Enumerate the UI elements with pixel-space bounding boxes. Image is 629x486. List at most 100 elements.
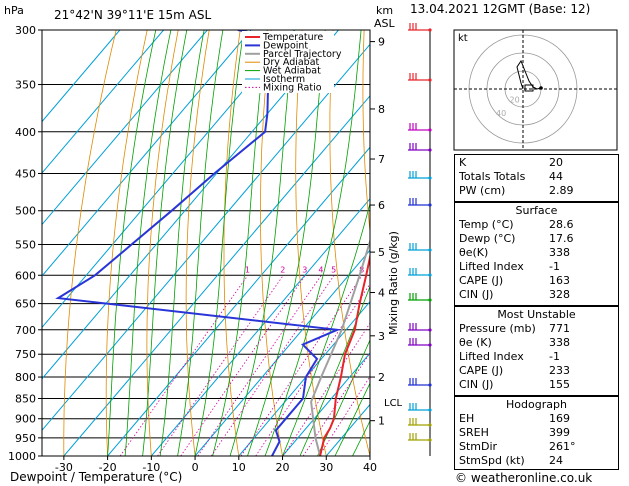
most-unstable-box: Most Unstable Pressure (mb) 771 θe (K) 338… bbox=[454, 306, 619, 396]
isotherm-line bbox=[42, 30, 252, 277]
indices-box: K 20 Totals Totals 44 PW (cm) 2.89 bbox=[454, 154, 619, 202]
footer-copyright: © weatheronline.co.uk bbox=[455, 471, 593, 485]
wind-barb-dot bbox=[428, 273, 432, 277]
hodo-row: SREH 399 bbox=[459, 426, 570, 439]
hodograph-ring-label: 40 bbox=[496, 109, 506, 118]
wet-adiabat-line bbox=[177, 30, 224, 456]
wind-barb-dot bbox=[428, 328, 432, 332]
km-tick-label: 3 bbox=[378, 330, 385, 343]
mixing-ratio-line bbox=[157, 275, 284, 456]
dry-adiabat-line bbox=[362, 30, 370, 236]
hodograph-frame bbox=[453, 29, 618, 151]
dry-adiabat-line bbox=[146, 30, 179, 456]
temperature-tick-label: 20 bbox=[276, 461, 290, 474]
wind-barb-dot bbox=[428, 298, 432, 302]
most-unstable-title: Most Unstable bbox=[497, 308, 576, 321]
pressure-tick-label: 600 bbox=[15, 269, 36, 282]
x-axis-title: Dewpoint / Temperature (°C) bbox=[10, 470, 183, 484]
temperature-tick-label: 0 bbox=[192, 461, 199, 474]
temperature-line bbox=[319, 252, 370, 456]
mixing-ratio-label: 3 bbox=[302, 265, 307, 274]
asl-label: ASL bbox=[374, 17, 395, 30]
isotherm-line bbox=[42, 30, 164, 174]
dry-adiabat-line bbox=[295, 30, 327, 456]
hodograph-unit-label: kt bbox=[458, 33, 468, 44]
wet-adiabat-line bbox=[317, 339, 370, 456]
mu-row: Pressure (mb) 771 bbox=[459, 322, 570, 335]
legend-label: Isotherm bbox=[263, 74, 305, 85]
pressure-tick-label: 650 bbox=[15, 298, 36, 311]
mixing-ratio-label: 2 bbox=[280, 265, 285, 274]
isotherm-line bbox=[42, 43, 370, 432]
chart-title-right: 13.04.2021 12GMT (Base: 12) bbox=[410, 2, 591, 16]
pressure-tick-label: 900 bbox=[15, 413, 36, 426]
km-tick-label: 9 bbox=[378, 36, 385, 49]
hodograph: kt 20 40 bbox=[453, 29, 618, 151]
pressure-tick-label: 950 bbox=[15, 432, 36, 445]
lcl-label: LCL bbox=[384, 398, 403, 409]
pressure-tick-label: 350 bbox=[15, 79, 36, 92]
mixing-ratio-line bbox=[210, 275, 335, 456]
index-row: K 20 bbox=[459, 156, 563, 169]
temperature-tick-label: -20 bbox=[99, 461, 117, 474]
wind-barb-dot bbox=[428, 148, 432, 152]
wind-barb-dot bbox=[428, 383, 432, 387]
surface-row: θe(K) 338 bbox=[459, 246, 570, 259]
km-tick-label: 6 bbox=[378, 199, 385, 212]
mixing-ratio-line bbox=[197, 275, 322, 456]
mixing-ratio-line bbox=[282, 322, 370, 456]
mixing-ratio-label: 15 bbox=[399, 265, 409, 274]
dry-adiabat-line bbox=[105, 30, 148, 456]
wet-adiabat-line bbox=[334, 382, 370, 456]
mixing-ratio-label: 1 bbox=[245, 265, 250, 274]
wet-adiabat-line bbox=[107, 30, 157, 456]
wind-barb-dot bbox=[428, 423, 432, 427]
surface-row: CIN (J) 328 bbox=[459, 288, 570, 301]
mixing-ratio-line bbox=[318, 375, 370, 456]
mixing-ratio-line bbox=[119, 275, 249, 456]
isotherm-line bbox=[238, 300, 370, 456]
km-tick-label: 5 bbox=[378, 246, 385, 259]
hodo-row: EH 169 bbox=[459, 412, 570, 425]
surface-row: CAPE (J) 163 bbox=[459, 274, 570, 287]
legend-label: Parcel Trajectory bbox=[263, 49, 342, 60]
wet-adiabat-line bbox=[282, 202, 370, 456]
dry-adiabat-line bbox=[223, 30, 241, 456]
surface-row: Dewp (°C) 17.6 bbox=[459, 232, 574, 245]
pressure-tick-label: 700 bbox=[15, 324, 36, 337]
wet-adiabat-line bbox=[212, 30, 268, 456]
temperature-tick-label: -30 bbox=[55, 461, 73, 474]
mu-row: CAPE (J) 233 bbox=[459, 364, 570, 377]
wind-barb-dot bbox=[428, 176, 432, 180]
wet-adiabat-line bbox=[194, 30, 245, 456]
wind-barb-dot bbox=[428, 203, 432, 207]
legend-label: Dewpoint bbox=[263, 40, 308, 51]
wind-barb-dot bbox=[428, 438, 432, 442]
legend-label: Wet Adiabat bbox=[263, 66, 321, 77]
isotherm-line bbox=[42, 30, 121, 123]
hpa-label: hPa bbox=[4, 4, 24, 17]
index-row: PW (cm) 2.89 bbox=[459, 184, 574, 197]
mixing-ratio-label: 5 bbox=[331, 265, 336, 274]
temperature-tick-label: 30 bbox=[319, 461, 333, 474]
isotherm-line bbox=[282, 352, 370, 456]
wet-adiabat-line bbox=[247, 30, 326, 456]
hodo-row: StmDir 261° bbox=[459, 440, 576, 453]
surface-row: Lifted Index -1 bbox=[459, 260, 560, 273]
wind-barb-dot bbox=[428, 28, 432, 32]
hodograph-box: Hodograph EH 169 SREH 399 StmDir 261° StmSp… bbox=[454, 396, 619, 470]
pressure-tick-label: 1000 bbox=[8, 450, 36, 463]
wind-barbs bbox=[408, 23, 432, 456]
mu-row: Lifted Index -1 bbox=[459, 350, 560, 363]
wet-adiabat-line bbox=[264, 30, 362, 456]
mixing-ratio-line bbox=[255, 283, 370, 456]
mu-row: CIN (J) 155 bbox=[459, 378, 570, 391]
hodograph-title: Hodograph bbox=[506, 398, 567, 411]
parcel-trajectory-line bbox=[310, 238, 370, 456]
legend-label: Dry Adiabat bbox=[263, 57, 320, 68]
isotherm-line bbox=[150, 197, 370, 456]
mixing-ratio-axis-title: Mixing Ratio (g/kg) bbox=[387, 231, 400, 335]
chart-title-left: 21°42'N 39°11'E 15m ASL bbox=[54, 8, 212, 22]
